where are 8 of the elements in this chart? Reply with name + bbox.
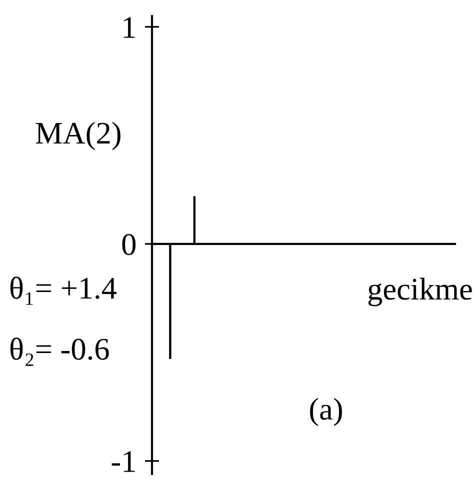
y-tick-label: 1: [124, 17, 135, 38]
text: θ₂= -0.6: [10, 338, 109, 366]
y-tick-label: 0: [122, 234, 136, 256]
text: θ₁= +1.4: [10, 276, 116, 305]
x-axis-title: gecikme: [368, 278, 472, 306]
text: MA(2): [36, 122, 120, 150]
y-tick-label: -1: [112, 451, 135, 472]
annotation: (a): [310, 398, 342, 426]
